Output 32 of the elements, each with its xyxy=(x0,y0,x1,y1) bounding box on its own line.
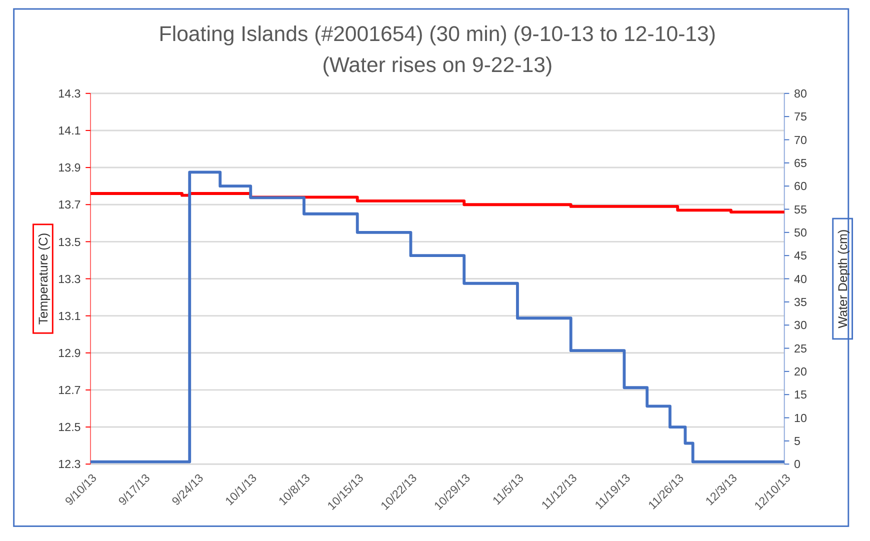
y2-tick-label: 50 xyxy=(794,226,808,240)
y-tick-label: 13.3 xyxy=(58,272,81,286)
y2-tick-label: 15 xyxy=(794,388,807,402)
y2-axis-title: Water Depth (cm) xyxy=(836,229,850,328)
y2-tick-label: 70 xyxy=(794,134,808,147)
y-tick-label: 13.5 xyxy=(58,236,81,249)
y-tick-label: 14.3 xyxy=(58,87,81,100)
y2-tick-label: 10 xyxy=(794,412,808,425)
y2-tick-label: 20 xyxy=(794,366,808,378)
y-tick-label: 14.1 xyxy=(58,124,81,138)
chart-subtitle: (Water rises on 9-22-13) xyxy=(322,53,553,78)
y2-tick-label: 45 xyxy=(794,250,807,263)
chart-title: Floating Islands (#2001654) (30 min) (9-10-13 to 12-10-13) xyxy=(158,22,716,46)
y2-tick-label: 80 xyxy=(794,87,808,100)
y2-tick-label: 40 xyxy=(794,272,808,286)
y2-tick-label: 5 xyxy=(794,435,801,448)
y-tick-label: 13.9 xyxy=(58,162,81,175)
y2-tick-label: 35 xyxy=(794,296,807,309)
y2-tick-label: 25 xyxy=(794,342,807,356)
y2-tick-label: 75 xyxy=(794,110,807,124)
y-axis-title: Temperature (C) xyxy=(36,232,50,325)
y-tick-label: 12.3 xyxy=(58,458,81,472)
y2-tick-label: 65 xyxy=(794,156,807,170)
y2-tick-label: 0 xyxy=(794,458,802,472)
y2-tick-label: 60 xyxy=(794,180,808,194)
y2-tick-label: 30 xyxy=(794,319,808,332)
y-tick-label: 13.7 xyxy=(58,198,81,212)
y2-tick-label: 55 xyxy=(794,203,807,216)
y-tick-label: 12.9 xyxy=(58,346,81,360)
y-tick-label: 12.7 xyxy=(58,384,81,398)
y-tick-label: 12.5 xyxy=(58,421,81,434)
y-tick-label: 13.1 xyxy=(58,310,81,323)
